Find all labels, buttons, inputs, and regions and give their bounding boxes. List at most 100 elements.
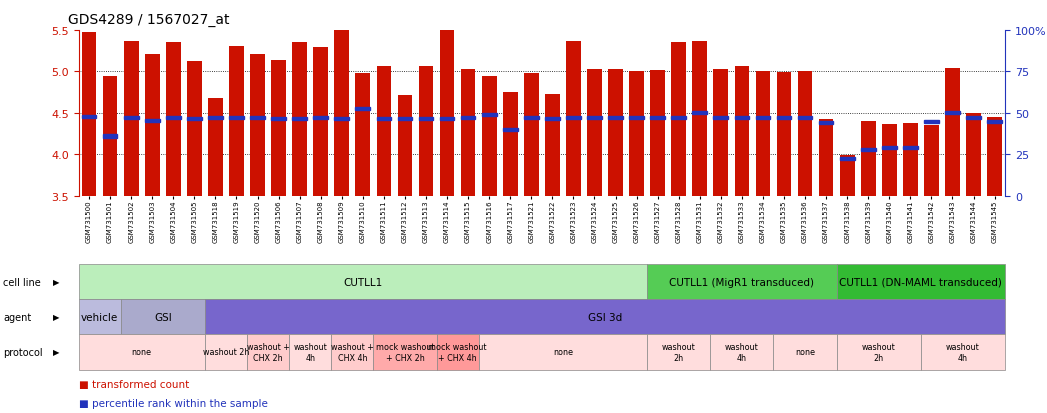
Bar <box>650 117 665 120</box>
Bar <box>440 118 454 121</box>
Bar <box>208 117 223 120</box>
Bar <box>229 47 244 196</box>
Bar <box>103 76 117 196</box>
Bar <box>987 120 1002 123</box>
Bar <box>629 71 644 196</box>
Bar <box>144 55 159 196</box>
Bar <box>229 117 244 120</box>
Text: ▶: ▶ <box>53 313 60 321</box>
Bar <box>671 43 686 196</box>
Bar <box>966 117 981 120</box>
Bar <box>713 117 729 120</box>
Bar <box>587 117 602 120</box>
Bar <box>524 117 538 120</box>
Text: vehicle: vehicle <box>81 312 118 322</box>
Bar <box>355 74 371 196</box>
Bar <box>692 112 707 115</box>
Text: washout
4h: washout 4h <box>725 342 759 362</box>
Bar <box>692 42 707 196</box>
Bar <box>313 117 328 120</box>
Bar <box>334 118 349 121</box>
Text: washout +
CHX 2h: washout + CHX 2h <box>247 342 289 362</box>
Bar <box>566 42 581 196</box>
Bar <box>82 115 96 119</box>
Bar <box>208 99 223 196</box>
Bar <box>292 43 307 196</box>
Bar <box>798 117 812 120</box>
Bar <box>882 147 896 150</box>
Bar <box>165 117 181 120</box>
Text: agent: agent <box>3 312 31 322</box>
Bar <box>482 77 496 196</box>
Bar <box>945 112 960 115</box>
Text: CUTLL1 (DN-MAML transduced): CUTLL1 (DN-MAML transduced) <box>840 277 1002 287</box>
Bar <box>461 117 475 120</box>
Bar <box>187 62 202 196</box>
Bar <box>250 117 265 120</box>
Text: mock washout
+ CHX 2h: mock washout + CHX 2h <box>376 342 435 362</box>
Bar <box>419 118 433 121</box>
Bar <box>292 118 307 121</box>
Bar <box>819 122 833 125</box>
Bar <box>165 43 181 196</box>
Text: protocol: protocol <box>3 347 43 357</box>
Text: GSI: GSI <box>154 312 172 322</box>
Bar <box>355 108 371 111</box>
Text: CUTLL1: CUTLL1 <box>343 277 382 287</box>
Text: mock washout
+ CHX 4h: mock washout + CHX 4h <box>428 342 487 362</box>
Bar <box>124 42 138 196</box>
Text: washout
4h: washout 4h <box>946 342 980 362</box>
Text: washout 2h: washout 2h <box>203 348 249 356</box>
Text: GSI 3d: GSI 3d <box>587 312 622 322</box>
Bar <box>903 147 918 150</box>
Bar <box>777 117 792 120</box>
Bar <box>545 118 560 121</box>
Text: washout +
CHX 4h: washout + CHX 4h <box>331 342 374 362</box>
Bar <box>756 117 771 120</box>
Bar <box>925 120 939 123</box>
Text: ■ percentile rank within the sample: ■ percentile rank within the sample <box>79 398 267 408</box>
Bar <box>187 118 202 121</box>
Bar <box>671 117 686 120</box>
Bar <box>250 55 265 196</box>
Bar <box>566 117 581 120</box>
Text: ▶: ▶ <box>53 348 60 356</box>
Bar <box>945 69 960 196</box>
Bar <box>398 95 413 196</box>
Bar <box>587 70 602 196</box>
Bar <box>419 66 433 196</box>
Text: washout
4h: washout 4h <box>293 342 327 362</box>
Bar <box>966 114 981 196</box>
Bar <box>608 70 623 196</box>
Bar <box>798 71 812 196</box>
Bar <box>819 120 833 196</box>
Bar <box>503 128 517 132</box>
Text: none: none <box>132 348 152 356</box>
Bar <box>629 117 644 120</box>
Text: none: none <box>553 348 573 356</box>
Bar <box>840 157 854 161</box>
Bar <box>82 33 96 196</box>
Bar <box>144 119 159 123</box>
Bar <box>903 123 918 196</box>
Bar <box>861 122 875 196</box>
Text: CUTLL1 (MigR1 transduced): CUTLL1 (MigR1 transduced) <box>669 277 815 287</box>
Bar <box>334 28 349 196</box>
Bar <box>440 28 454 196</box>
Bar <box>756 72 771 196</box>
Bar <box>925 126 939 196</box>
Bar <box>650 71 665 196</box>
Bar <box>103 135 117 138</box>
Text: ■ transformed count: ■ transformed count <box>79 380 188 389</box>
Bar <box>377 66 392 196</box>
Text: washout
2h: washout 2h <box>662 342 695 362</box>
Bar <box>840 156 854 196</box>
Bar <box>608 117 623 120</box>
Bar <box>861 148 875 152</box>
Text: washout
2h: washout 2h <box>862 342 895 362</box>
Bar <box>735 117 750 120</box>
Text: cell line: cell line <box>3 277 41 287</box>
Bar <box>545 95 560 196</box>
Bar <box>777 73 792 196</box>
Bar <box>461 70 475 196</box>
